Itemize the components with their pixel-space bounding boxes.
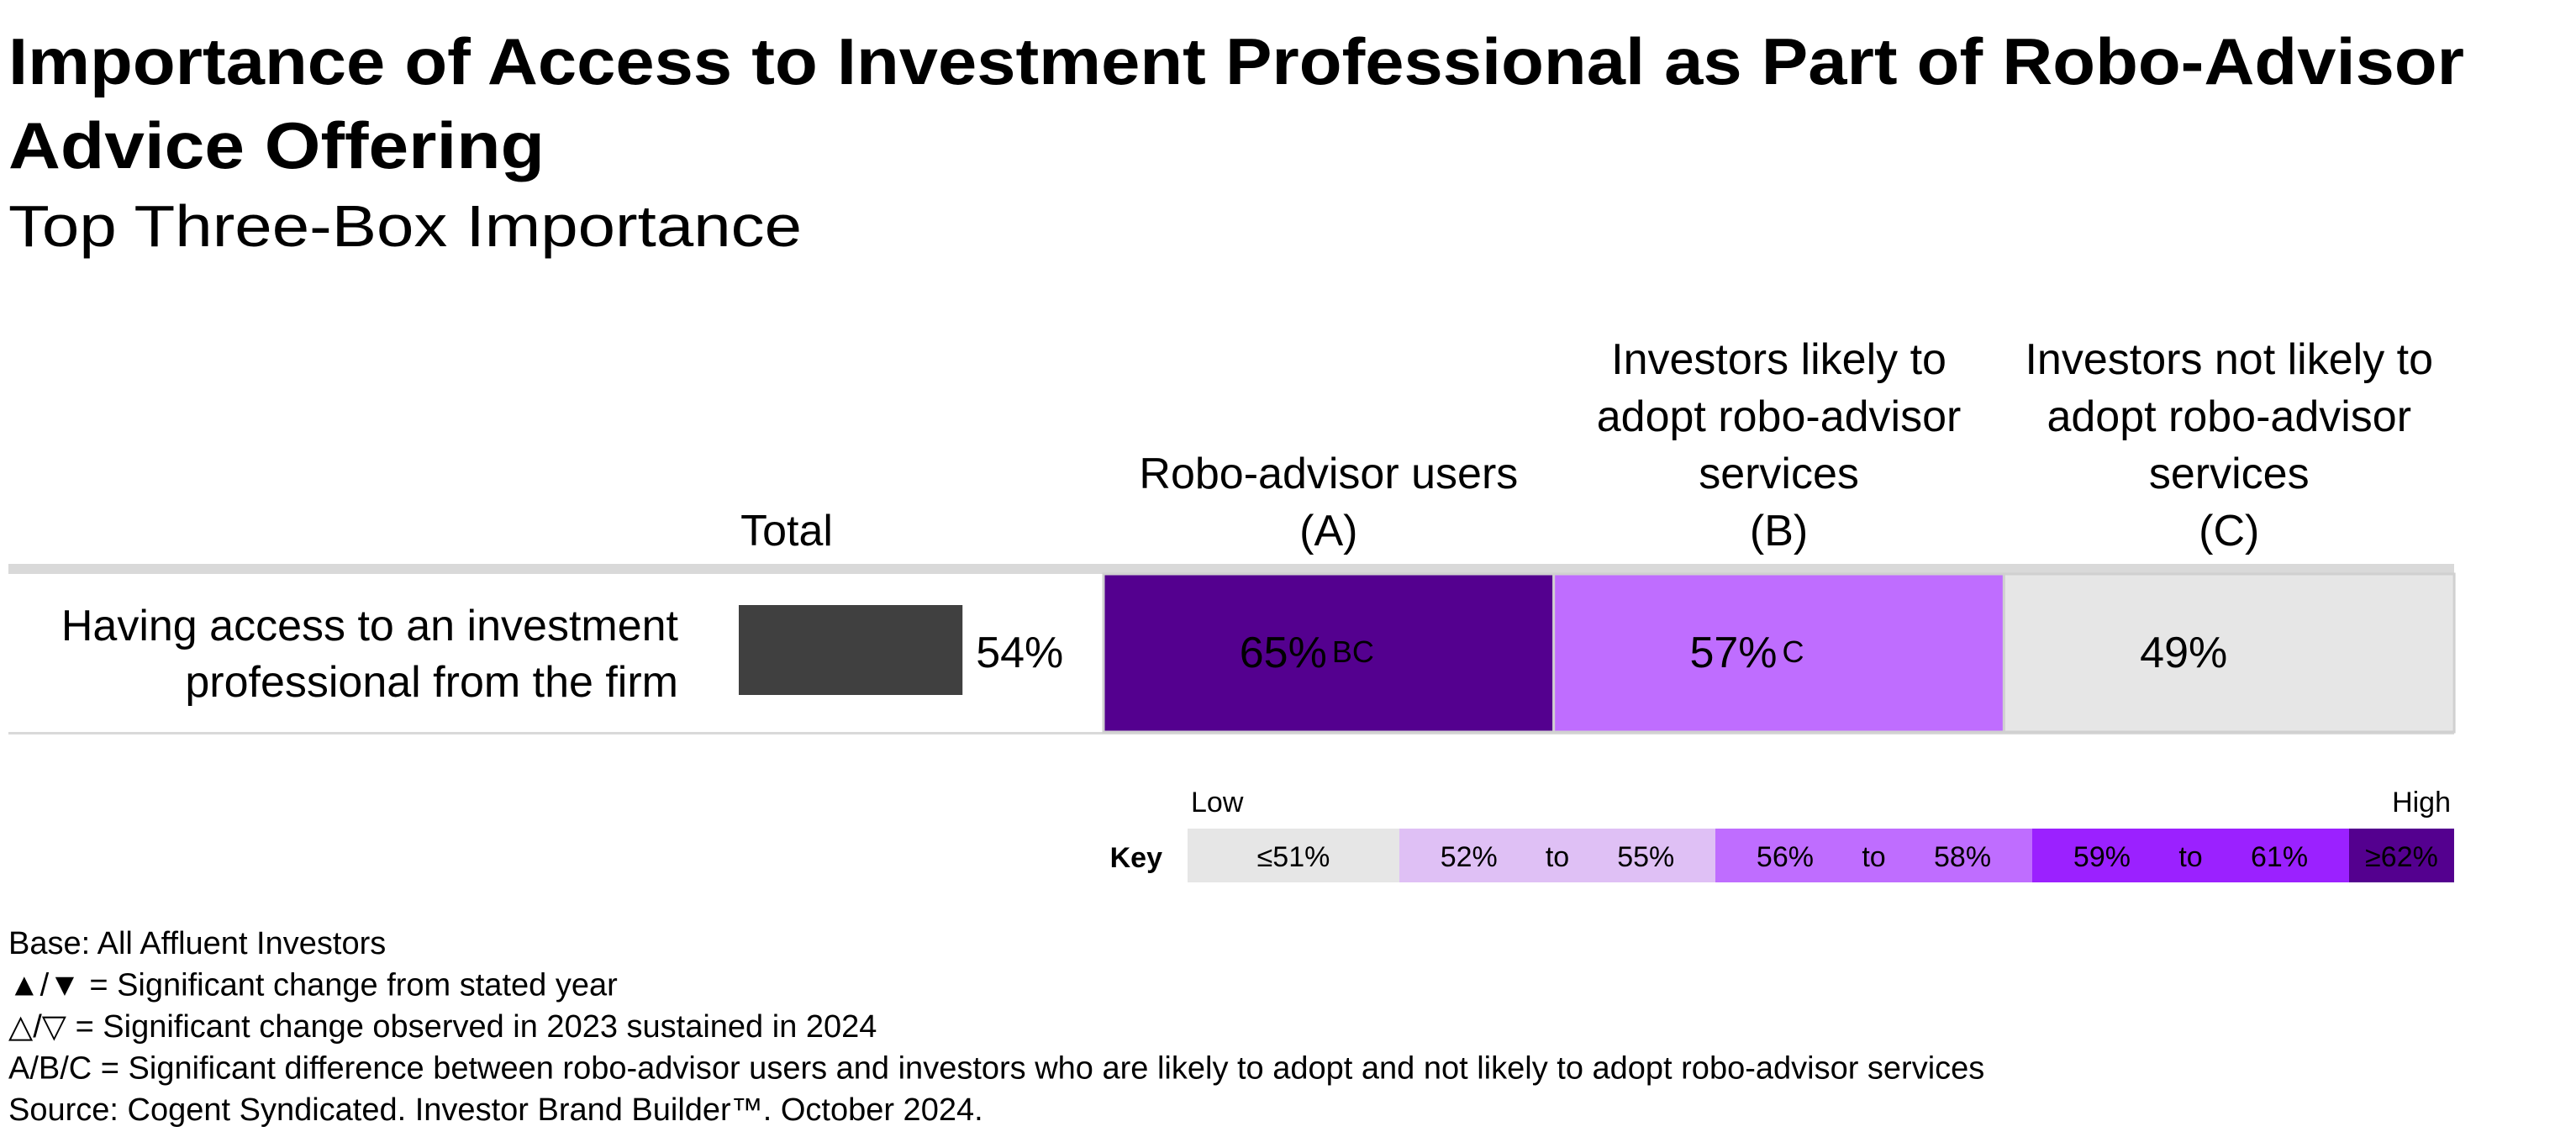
key-title: Key bbox=[1110, 842, 1162, 874]
key-label: 59% bbox=[2073, 841, 2131, 873]
cell-value: 57% bbox=[1689, 629, 1777, 677]
footnote: ▲/▼ = Significant change from stated yea… bbox=[8, 968, 618, 1003]
key-label: 52% bbox=[1441, 841, 1498, 873]
cell-value: 49% bbox=[2140, 629, 2227, 677]
data-label: 54% bbox=[976, 629, 1063, 677]
key-high: High bbox=[2392, 787, 2451, 819]
heat-cell bbox=[1102, 572, 1556, 734]
column-header: (C) bbox=[2199, 507, 2259, 555]
column-header: services bbox=[1699, 450, 1859, 498]
row-label: Having access to an investment bbox=[61, 602, 679, 650]
chart-title: Advice Offering bbox=[8, 108, 545, 182]
column-header: Investors not likely to bbox=[2025, 335, 2433, 384]
key-label: 61% bbox=[2251, 841, 2308, 873]
key-swatch bbox=[1715, 829, 2032, 882]
key-swatch bbox=[1399, 829, 1715, 882]
key-swatch bbox=[2032, 829, 2349, 882]
bar bbox=[739, 605, 963, 695]
key-swatch bbox=[2349, 829, 2454, 882]
chart-subtitle: Top Three-Box Importance bbox=[8, 193, 802, 259]
footnote: Base: All Affluent Investors bbox=[8, 926, 386, 961]
chart-title: Importance of Access to Investment Profe… bbox=[8, 24, 2464, 98]
key-label: to bbox=[1546, 841, 1569, 873]
significance: BC bbox=[1332, 634, 1374, 669]
column-header: Total bbox=[740, 507, 833, 555]
heat-cell bbox=[2002, 572, 2456, 734]
key-label: to bbox=[2178, 841, 2202, 873]
cell-value: 65% bbox=[1240, 629, 1327, 677]
column-header: (A) bbox=[1299, 507, 1357, 555]
heat-cell bbox=[1552, 572, 2005, 734]
column-header: Robo-advisor users bbox=[1139, 450, 1518, 498]
header-rule bbox=[8, 564, 2454, 574]
key-swatch bbox=[1188, 829, 1399, 882]
column-header: services bbox=[2149, 450, 2310, 498]
key-label: to bbox=[1862, 841, 1885, 873]
column-header: (B) bbox=[1750, 507, 1808, 555]
column-header: Investors likely to bbox=[1611, 335, 1946, 384]
footnote: Source: Cogent Syndicated. Investor Bran… bbox=[8, 1092, 983, 1128]
footnote: A/B/C = Significant difference between r… bbox=[8, 1051, 1984, 1087]
significance: C bbox=[1783, 634, 1804, 669]
key-label: 56% bbox=[1757, 841, 1814, 873]
key-label: ≤51% bbox=[1257, 841, 1330, 873]
key-low: Low bbox=[1191, 787, 1244, 819]
key-label: 58% bbox=[1934, 841, 1991, 873]
key-label: 55% bbox=[1617, 841, 1674, 873]
column-header: adopt robo-advisor bbox=[1597, 392, 1962, 441]
key-label: ≥62% bbox=[2365, 841, 2438, 873]
footnote: △/▽ = Significant change observed in 202… bbox=[8, 1009, 877, 1045]
column-header: adopt robo-advisor bbox=[2047, 392, 2411, 441]
row-label: professional from the firm bbox=[185, 658, 678, 707]
